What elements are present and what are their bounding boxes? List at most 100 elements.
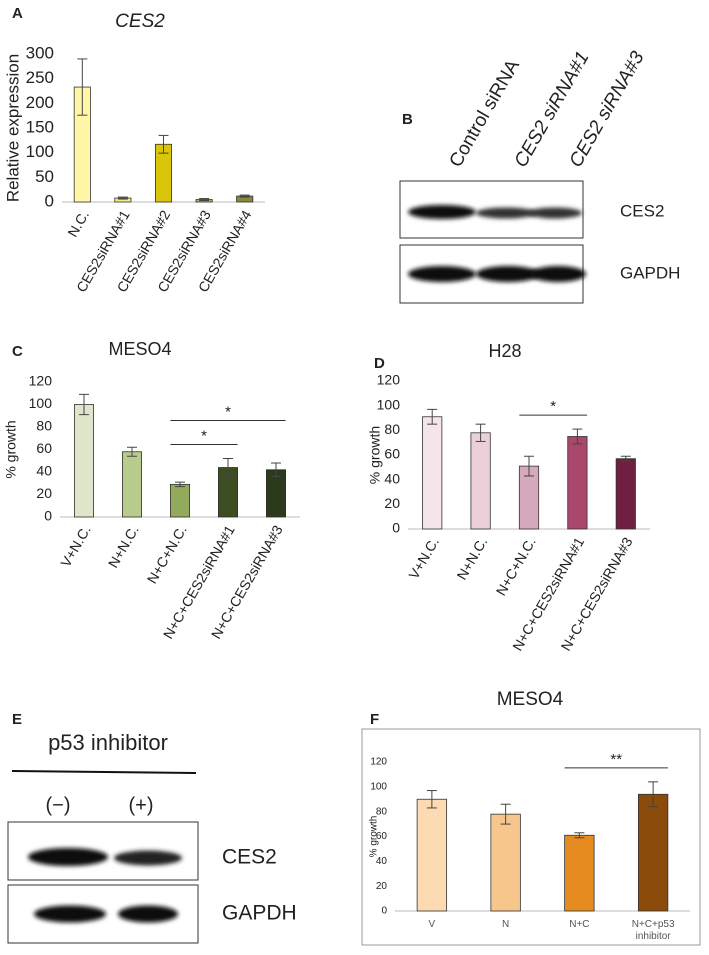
- y-axis-label: Relative expression: [3, 54, 22, 202]
- chart-title: H28: [488, 341, 521, 361]
- error-bar: [175, 481, 185, 488]
- bar: [470, 432, 491, 530]
- y-tick-label: 100: [29, 395, 53, 411]
- bar: [122, 451, 143, 518]
- panel-letter: E: [12, 711, 22, 728]
- y-tick-label: 20: [376, 881, 388, 892]
- significance-label: *: [225, 403, 231, 420]
- band: [34, 905, 106, 923]
- y-tick-label: 120: [370, 757, 387, 768]
- significance-label: *: [201, 427, 207, 444]
- band: [528, 207, 582, 219]
- error-bar: [500, 803, 511, 825]
- x-tick-label: V: [428, 919, 436, 930]
- blot-b: [399, 180, 586, 304]
- panel-letter: A: [12, 5, 23, 22]
- panel-letter: F: [370, 711, 379, 728]
- x-tick-label: N: [502, 919, 510, 930]
- band: [118, 905, 178, 923]
- x-tick-label: V+N.C.: [57, 522, 94, 569]
- panel-letter: B: [402, 111, 413, 128]
- bar: [490, 813, 521, 912]
- error-bar: [158, 134, 169, 154]
- band: [530, 266, 586, 282]
- error-bar: [79, 393, 89, 416]
- error-bar: [572, 428, 583, 445]
- bar: [74, 404, 95, 518]
- error-bar: [117, 196, 128, 200]
- y-tick-label: 20: [36, 485, 52, 501]
- lane-label: (−): [46, 794, 71, 816]
- panel-letter: C: [12, 343, 23, 360]
- blot-frame: [7, 821, 199, 881]
- band: [28, 848, 108, 866]
- bar: [416, 798, 448, 912]
- bar: [637, 793, 669, 912]
- y-axis-label: % growth: [3, 420, 19, 478]
- y-tick-label: 0: [392, 520, 400, 536]
- chart-title: CES2: [115, 11, 165, 32]
- lane-label: Control siRNA: [445, 56, 524, 171]
- y-tick-label: 100: [370, 781, 387, 792]
- blot-e: [7, 821, 199, 944]
- x-tick-label: N.C.: [64, 207, 92, 239]
- panel-letter: D: [374, 355, 385, 372]
- band: [408, 205, 476, 219]
- x-tick-label: N+N.C.: [105, 522, 142, 570]
- treatment-label: p53 inhibitor: [48, 730, 168, 755]
- bar: [422, 416, 443, 530]
- error-bar: [77, 58, 88, 116]
- band: [476, 207, 536, 219]
- bar: [564, 834, 595, 912]
- y-tick-label: 50: [35, 167, 54, 186]
- error-bar: [427, 408, 438, 425]
- x-tick-label: V+N.C.: [405, 534, 442, 581]
- error-bar: [239, 194, 250, 198]
- error-bar: [127, 446, 137, 457]
- y-tick-label: 0: [44, 508, 52, 524]
- bar: [567, 436, 588, 530]
- y-tick-label: 20: [384, 495, 400, 511]
- treatment-line: [11, 770, 197, 774]
- y-tick-label: 40: [376, 856, 388, 867]
- band-label: GAPDH: [222, 902, 297, 925]
- x-tick-label-box: N: [502, 919, 510, 930]
- x-tick-label-box: V: [428, 919, 436, 930]
- error-bar: [223, 458, 233, 477]
- error-bar: [426, 790, 437, 809]
- chart-title: MESO4: [497, 689, 564, 710]
- y-tick-label: 200: [26, 93, 54, 112]
- significance-label: *: [550, 398, 556, 415]
- band: [476, 266, 540, 282]
- significance-label: **: [610, 751, 622, 768]
- y-tick-label: 120: [377, 372, 401, 388]
- bar: [169, 483, 190, 518]
- bar: [615, 458, 636, 530]
- y-tick-label: 250: [26, 68, 54, 87]
- y-tick-label: 80: [36, 418, 52, 434]
- y-tick-label: 100: [26, 142, 54, 161]
- x-tick-label-box: N+C+p53 inhibitor: [632, 919, 675, 942]
- error-bar: [648, 781, 659, 808]
- y-tick-label: 80: [384, 421, 400, 437]
- error-bar: [524, 455, 534, 477]
- y-tick-label: 120: [29, 373, 53, 389]
- y-tick-label: 60: [376, 831, 388, 842]
- x-tick-label-box: N+C: [569, 919, 590, 930]
- band: [114, 850, 182, 866]
- panel-frame: [361, 728, 701, 946]
- error-bar: [475, 423, 486, 442]
- band-label: CES2: [620, 201, 664, 220]
- y-tick-label: 100: [377, 396, 401, 412]
- y-tick-label: 300: [26, 43, 54, 62]
- y-axis-label: % growth: [369, 816, 380, 858]
- y-tick-label: 0: [45, 191, 54, 210]
- chart-title: MESO4: [108, 339, 171, 359]
- error-bar: [620, 455, 631, 462]
- lane-label: (+): [129, 794, 154, 816]
- error-bar: [271, 462, 281, 477]
- y-tick-label: 150: [26, 117, 54, 136]
- band: [408, 266, 476, 282]
- x-tick-label: N+C: [569, 919, 590, 930]
